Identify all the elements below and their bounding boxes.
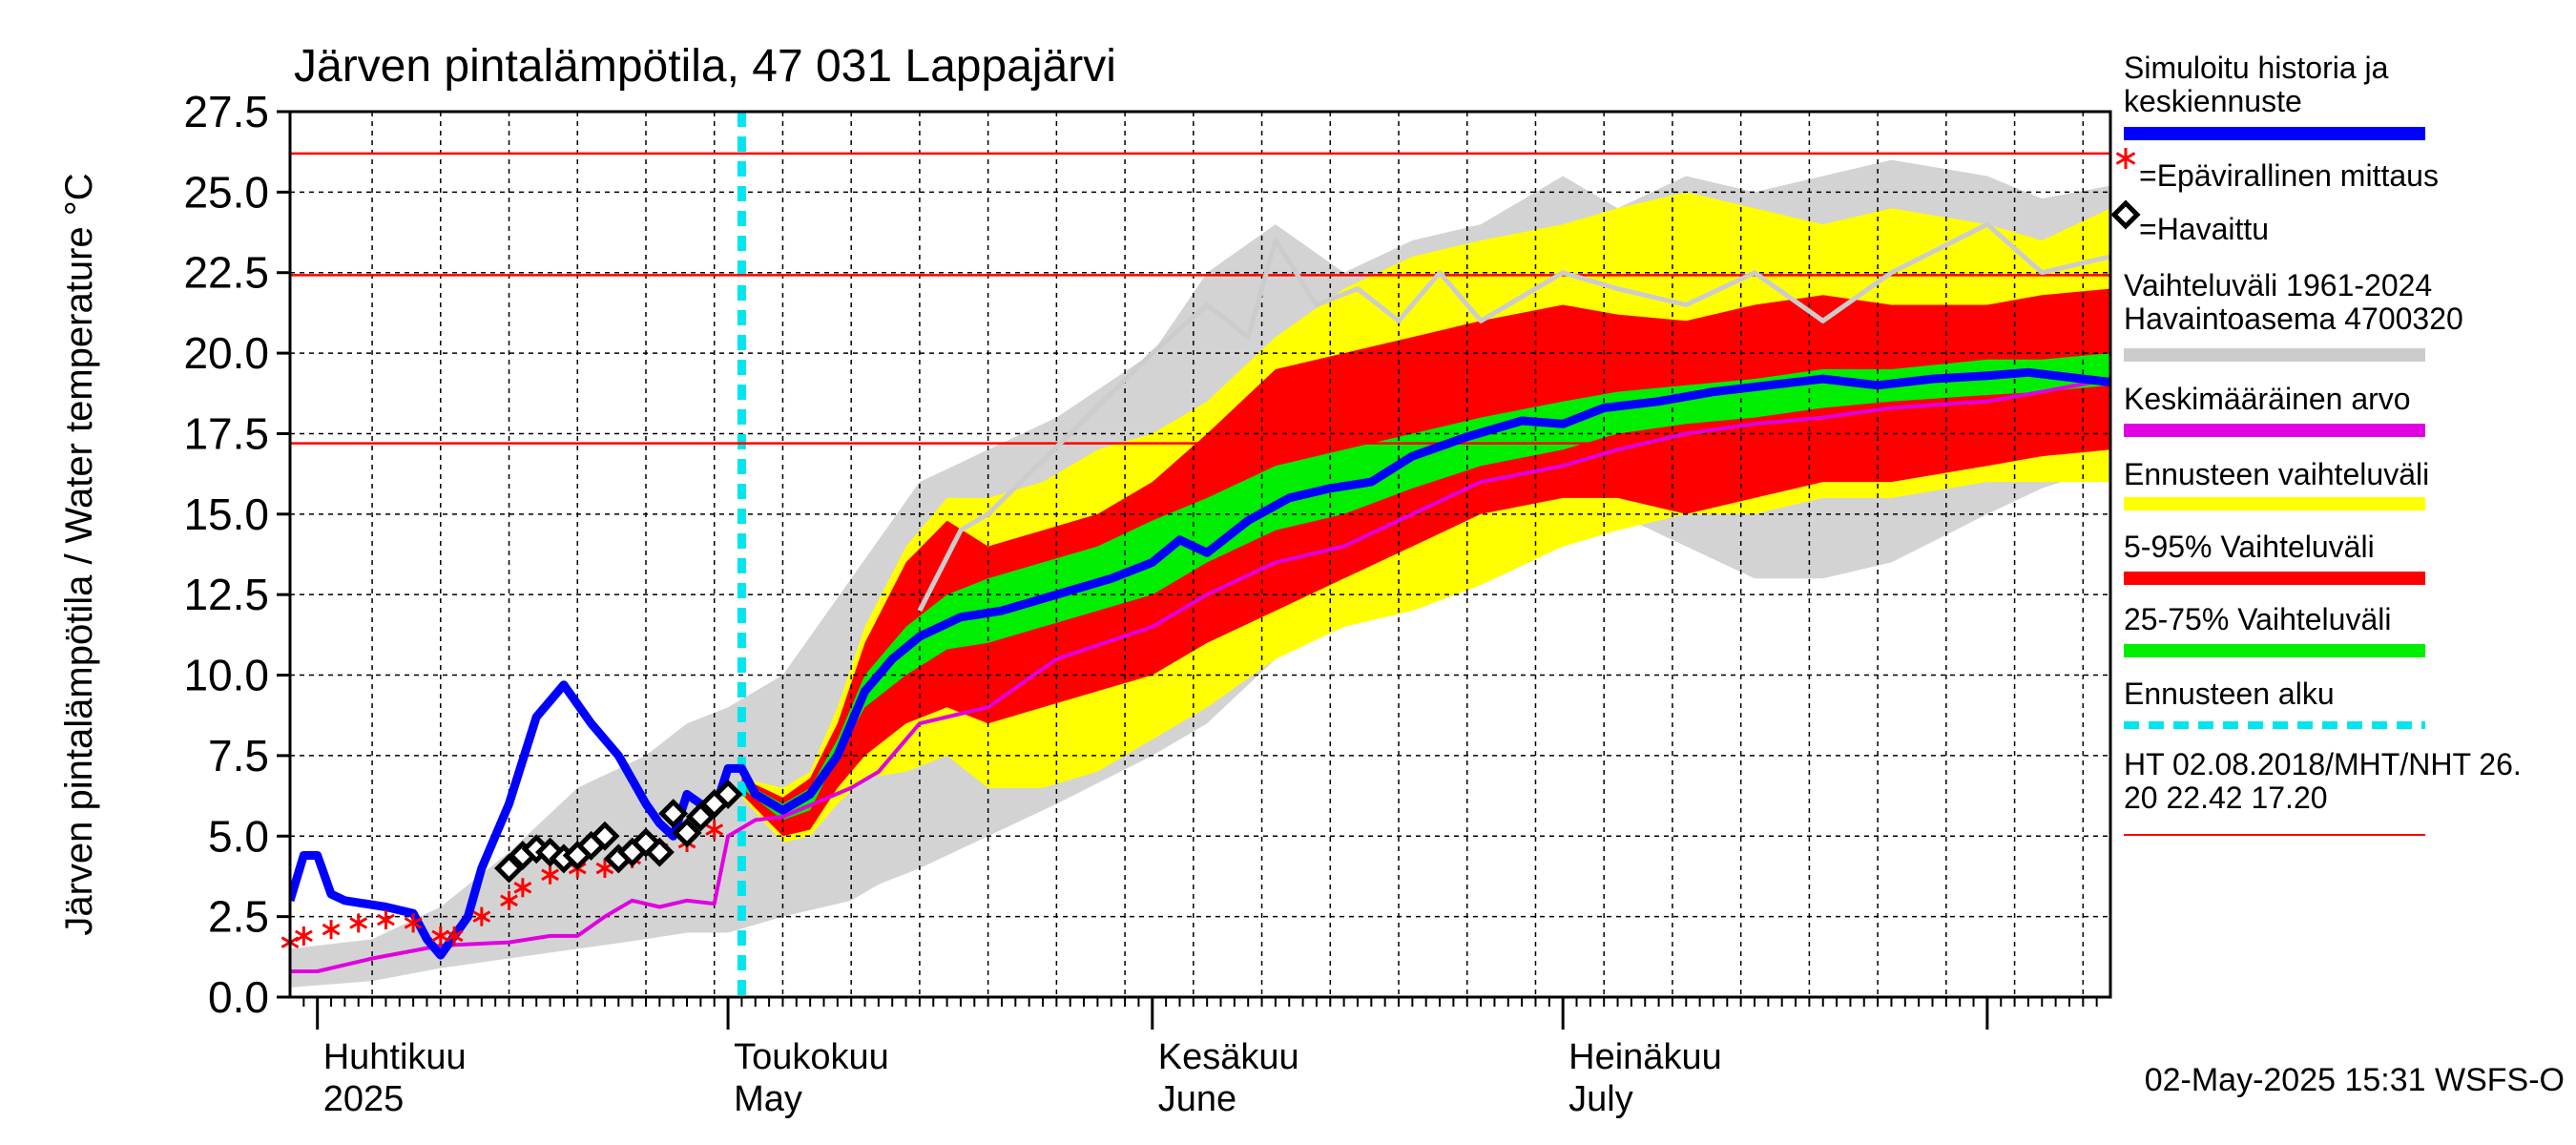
unofficial-point-stroke	[705, 823, 724, 836]
y-tick-label: 10.0	[183, 651, 269, 700]
month-label-en: 2025	[323, 1079, 405, 1119]
month-label-fi: Heinäkuu	[1568, 1037, 1722, 1077]
legend-item: Vaihteluväli 1961-2024 Havaintoasema 470…	[2124, 268, 2463, 362]
chart-title: Järven pintalämpötila, 47 031 Lappajärvi	[294, 41, 1116, 92]
observed-point	[658, 799, 689, 829]
month-label-en: June	[1158, 1079, 1236, 1119]
unofficial-point	[541, 864, 559, 885]
observed-point	[493, 853, 525, 884]
unofficial-point	[404, 913, 423, 933]
band-25-75	[741, 353, 2110, 821]
legend-item: Keskimääräinen arvo	[2124, 382, 2425, 437]
footer-timestamp: 02-May-2025 15:31 WSFS-O	[2145, 1062, 2565, 1098]
legend-swatch	[2115, 152, 2136, 165]
observed-point	[685, 802, 716, 832]
y-tick-label: 12.5	[183, 570, 269, 619]
legend-label: Vaihteluväli 1961-2024	[2124, 268, 2432, 302]
unofficial-point-stroke	[294, 929, 313, 943]
legend-item: 5-95% Vaihteluväli	[2124, 530, 2425, 585]
unofficial-point	[513, 878, 532, 898]
unofficial-point-stroke	[541, 868, 559, 882]
unofficial-point-stroke	[445, 929, 464, 943]
legend-item: =Epävirallinen mittaus	[2115, 148, 2439, 193]
legend-item: Ennusteen vaihteluväli	[2124, 457, 2429, 510]
unofficial-point	[294, 926, 313, 946]
observed-point	[590, 821, 620, 851]
y-tick-label: 15.0	[183, 489, 269, 539]
y-tick-label: 2.5	[208, 892, 269, 942]
month-label-en: May	[734, 1079, 802, 1119]
band-5-95	[741, 288, 2110, 837]
unofficial-point	[349, 913, 368, 933]
reference-lines	[290, 152, 2110, 445]
unofficial-point-stroke	[500, 894, 518, 907]
legend-item: =Havaittu	[2110, 199, 2269, 246]
legend-label: Havaintoasema 4700320	[2124, 302, 2463, 336]
unofficial-point-stroke	[322, 923, 341, 936]
legend-label: Simuloitu historia ja	[2124, 51, 2389, 85]
series-line-2	[917, 221, 2110, 613]
unofficial-point-stroke	[472, 910, 491, 923]
legend-item: Ennusteen alku	[2124, 677, 2425, 729]
y-tick-label: 7.5	[208, 731, 269, 781]
series-line-1	[290, 377, 2110, 973]
observed-point	[644, 837, 675, 867]
plot-frame	[288, 110, 2112, 999]
y-tick-label: 5.0	[208, 811, 269, 861]
month-label-fi: Huhtikuu	[323, 1037, 467, 1077]
observation-points	[280, 779, 743, 952]
legend-swatch	[2110, 199, 2141, 230]
legend-label: Ennusteen vaihteluväli	[2124, 457, 2429, 491]
legend-label: HT 02.08.2018/MHT/NHT 26.	[2124, 747, 2522, 781]
month-label-fi: Toukokuu	[734, 1037, 889, 1077]
unofficial-point-stroke	[513, 881, 532, 894]
unofficial-point	[322, 920, 341, 940]
axes: 0.0 2.5 5.0 7.5 10.0 12.5 15.0 17.5 20.0 22.5 25.0…	[183, 87, 2112, 1119]
legend-label: =Havaittu	[2139, 212, 2269, 246]
y-tick-label: 27.5	[183, 87, 269, 136]
y-axis-label: Järven pintalämpötila / Water temperatur…	[58, 173, 100, 935]
y-tick-label: 20.0	[183, 328, 269, 378]
unofficial-point-stroke	[377, 913, 395, 926]
legend-label: Ennusteen alku	[2124, 677, 2335, 711]
legend-label: keskiennuste	[2124, 84, 2302, 118]
unofficial-point	[500, 890, 518, 910]
y-tick-label: 0.0	[208, 972, 269, 1022]
month-label-en: July	[1568, 1079, 1633, 1119]
series-line-0	[290, 367, 2110, 960]
unofficial-point	[445, 926, 464, 946]
legend-label: 25-75% Vaihteluväli	[2124, 602, 2391, 636]
series-lines	[290, 221, 2110, 973]
unofficial-point	[377, 910, 395, 930]
legend-label: Keskimääräinen arvo	[2124, 382, 2411, 416]
legend-label: =Epävirallinen mittaus	[2139, 158, 2439, 193]
unofficial-point	[705, 820, 724, 840]
legend-item: HT 02.08.2018/MHT/NHT 26.20 22.42 17.20	[2124, 747, 2522, 836]
legend-item: 25-75% Vaihteluväli	[2124, 602, 2425, 657]
y-tick-label: 17.5	[183, 408, 269, 458]
legend-label: 20 22.42 17.20	[2124, 781, 2328, 815]
unofficial-point-stroke	[404, 917, 423, 929]
unofficial-point-stroke	[349, 917, 368, 929]
y-tick-label: 22.5	[183, 248, 269, 298]
legend-label: 5-95% Vaihteluväli	[2124, 530, 2375, 564]
observed-point	[713, 779, 743, 809]
observed-point	[672, 818, 702, 848]
unofficial-point	[472, 906, 491, 926]
y-tick-label: 25.0	[183, 167, 269, 217]
month-label-fi: Kesäkuu	[1158, 1037, 1299, 1077]
